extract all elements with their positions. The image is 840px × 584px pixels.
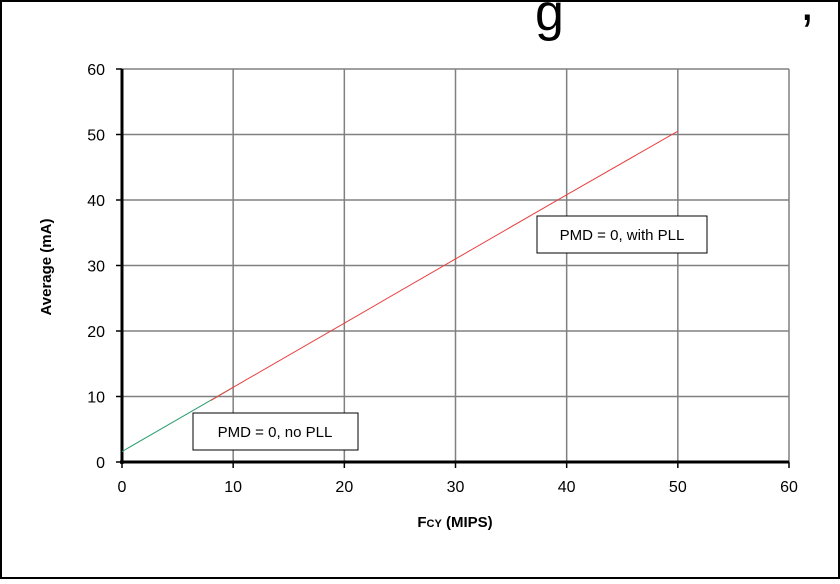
annotation-with-pll: PMD = 0, with PLL: [536, 215, 708, 254]
annotation-no-pll: PMD = 0, no PLL: [192, 412, 359, 451]
annotation-label: PMD = 0, no PLL: [218, 424, 333, 441]
series-line-with-pll: [210, 130, 679, 401]
x-tick-label: 0: [118, 479, 127, 496]
series-lines: [121, 130, 679, 452]
x-tick-label: 60: [780, 479, 798, 496]
title-fragment: g: [535, 0, 564, 42]
y-tick-label: 30: [87, 259, 105, 276]
y-axis-title: Average (mA): [38, 219, 55, 316]
y-tick-label: 20: [87, 324, 105, 341]
y-tick-label: 60: [87, 62, 105, 79]
y-tick-label: 50: [87, 128, 105, 145]
annotation-box: [192, 412, 359, 451]
x-tick-label: 30: [447, 479, 465, 496]
y-tick-labels: 0 10 20 30 40 50 60: [87, 62, 105, 472]
x-tick-label: 50: [669, 479, 687, 496]
x-axis-title: FCY (MIPS): [417, 514, 492, 531]
x-tick-label: 40: [558, 479, 576, 496]
annotation-box: [536, 215, 708, 254]
x-tick-label: 20: [335, 479, 353, 496]
axes: [116, 68, 790, 468]
x-tick-labels: 0 10 20 30 40 50 60: [118, 479, 798, 496]
y-tick-label: 10: [87, 390, 105, 407]
y-tick-label: 40: [87, 193, 105, 210]
x-tick-label: 10: [224, 479, 242, 496]
grid-lines: [122, 68, 790, 462]
y-tick-label: 0: [96, 455, 105, 472]
title-fragment-end: ,: [800, 0, 814, 32]
annotation-label: PMD = 0, with PLL: [560, 227, 685, 244]
